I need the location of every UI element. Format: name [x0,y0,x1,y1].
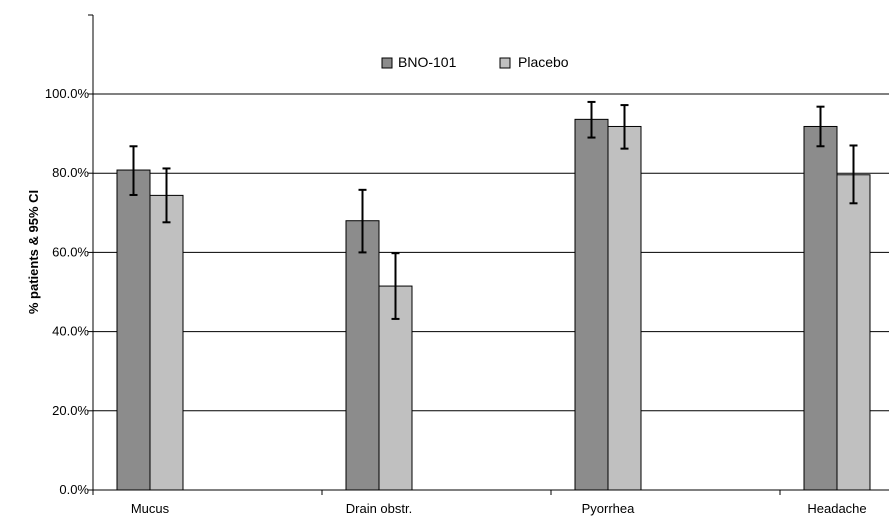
error-bar-placebo-mucus [162,167,171,224]
gridlines [93,93,889,412]
error-bar-bno-101-mucus [129,145,138,196]
error-bar-bno-101-drain-obstr [358,188,367,254]
y-tick-label-40: 40.0% [52,324,89,339]
bar-bno-101-mucus [116,169,151,491]
bars [116,118,871,491]
legend-swatch-placebo [499,57,511,69]
error-bars [129,100,858,320]
legend-label-placebo: Placebo [518,54,569,70]
error-bar-placebo-drain-obstr [391,252,400,320]
y-tick-label-80: 80.0% [52,165,89,180]
legend-swatch-bno-101 [381,57,393,69]
bar-placebo-pyorrhea [607,125,642,491]
x-tick-label-mucus: Mucus [131,501,170,516]
axes [88,14,889,495]
bar-placebo-mucus [149,194,184,491]
error-bar-bno-101-headache [816,105,825,148]
legend: BNO-101 Placebo [381,54,569,70]
y-tick-label-100: 100.0% [45,86,90,101]
y-tick-label-60: 60.0% [52,244,89,259]
error-bar-placebo-headache [849,144,858,205]
error-bar-placebo-pyorrhea [620,104,629,150]
legend-label-bno-101: BNO-101 [398,54,457,70]
error-bar-bno-101-pyorrhea [587,100,596,139]
x-tick-label-headache: Headache [807,501,866,516]
x-tick-label-drain-obstr: Drain obstr. [346,501,412,516]
y-axis-title: % patients & 95% CI [26,190,41,314]
y-tick-label-0: 0.0% [59,482,89,497]
bar-placebo-headache [836,174,871,491]
bar-bno-101-headache [803,125,838,491]
bar-bno-101-drain-obstr [345,220,380,491]
x-tick-labels: Mucus Drain obstr. Pyorrhea Headache [131,501,867,516]
x-tick-label-pyorrhea: Pyorrhea [582,501,636,516]
y-tick-label-20: 20.0% [52,403,89,418]
y-tick-labels: 0.0% 20.0% 40.0% 60.0% 80.0% 100.0% [45,86,90,497]
bar-bno-101-pyorrhea [574,118,609,491]
